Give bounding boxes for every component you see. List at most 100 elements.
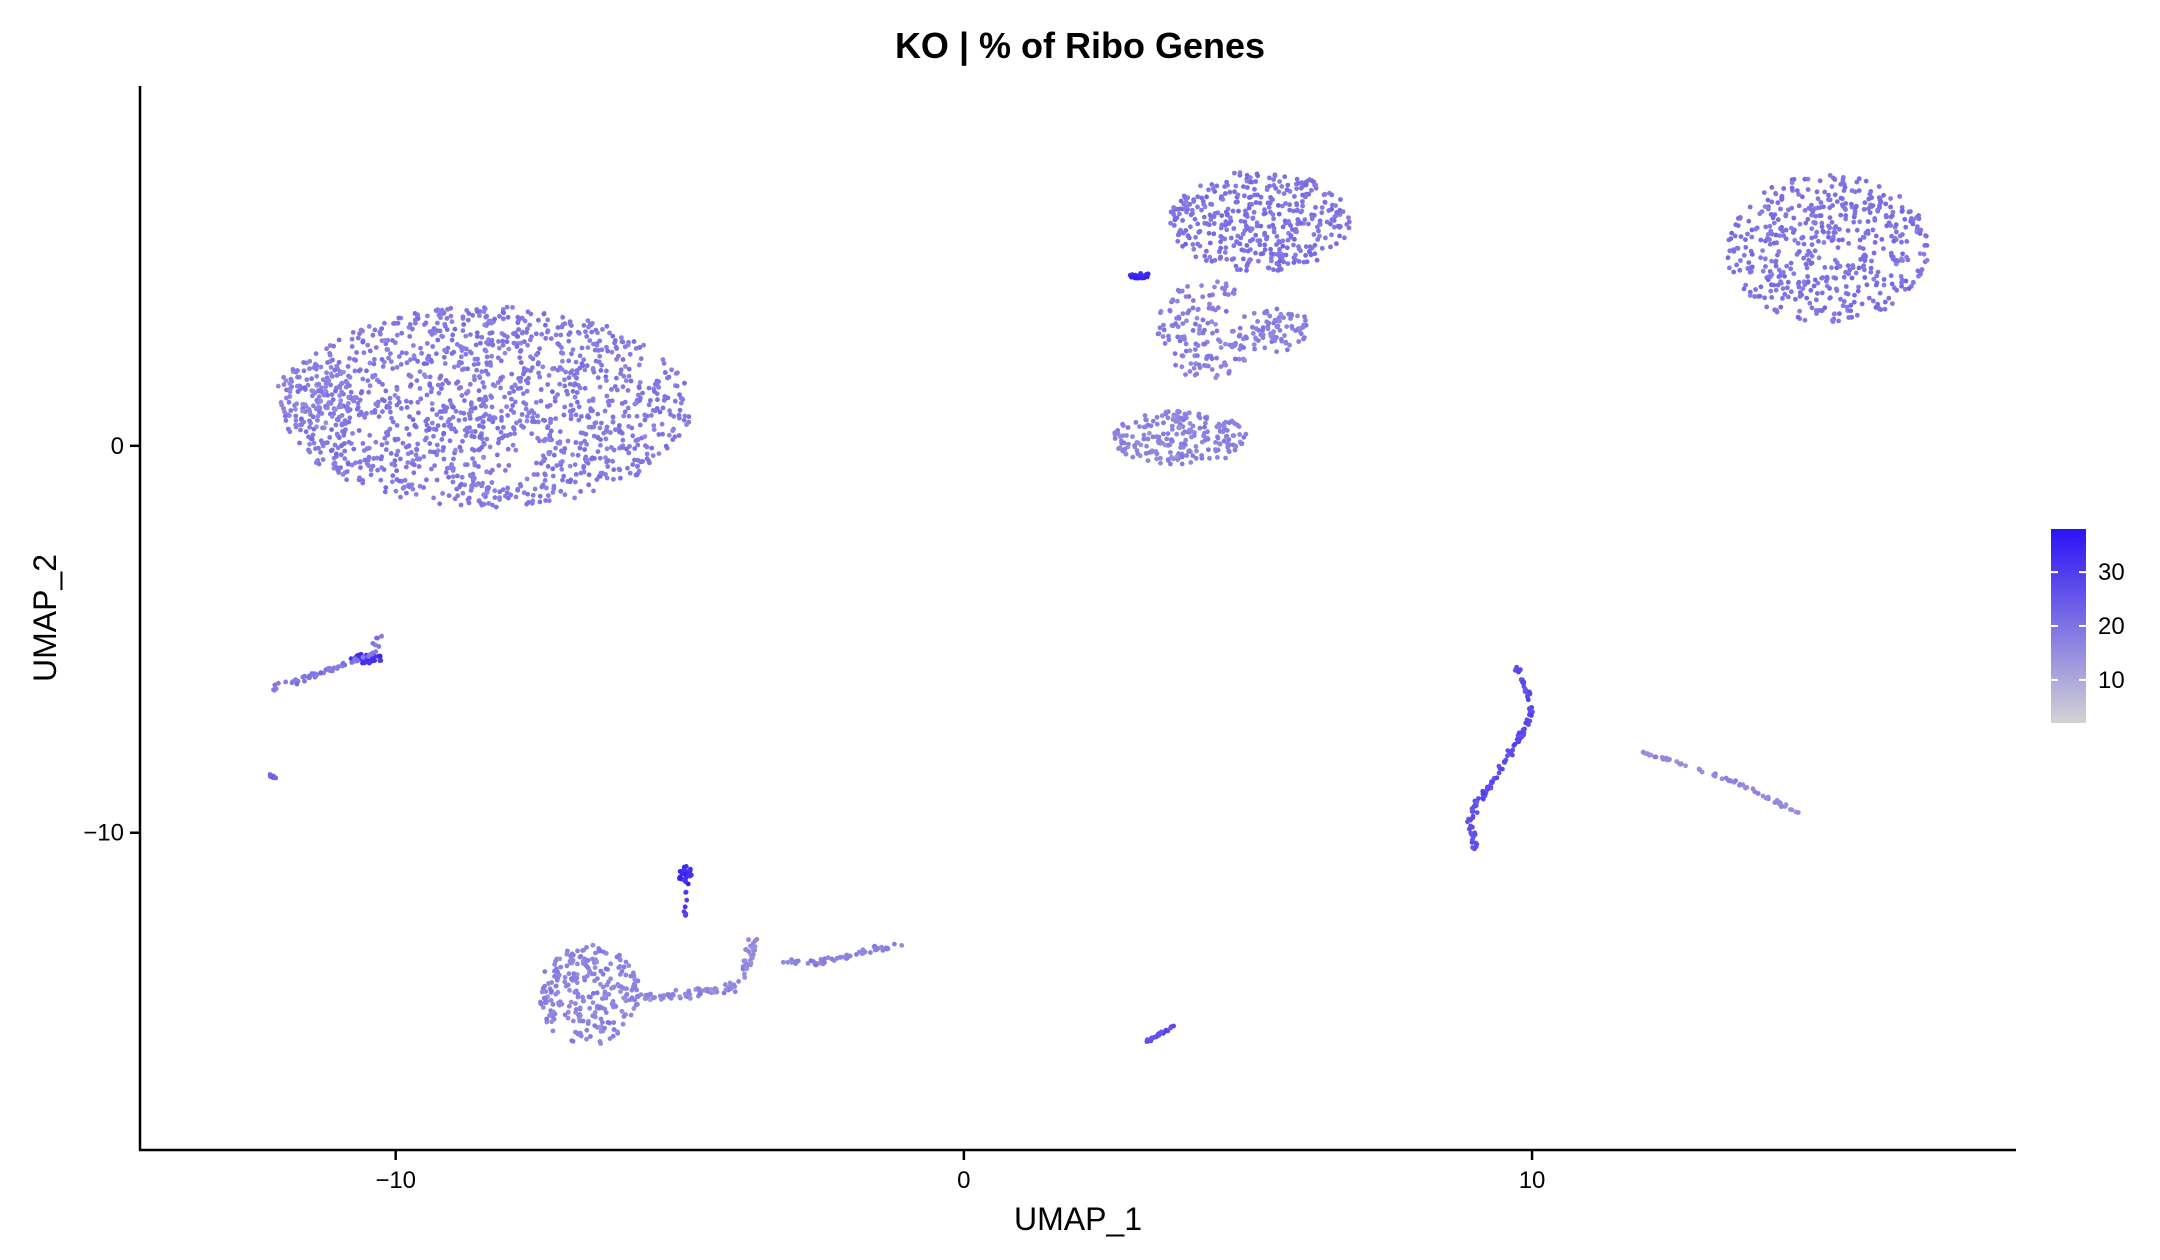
data-point [642,443,648,448]
data-point [271,687,276,693]
data-point [1773,258,1779,264]
data-point [1749,252,1755,257]
data-point [1163,411,1169,417]
data-point [1814,229,1820,235]
data-point [1469,806,1475,811]
data-point [604,475,610,481]
data-point [1301,322,1307,328]
data-point [723,987,729,993]
data-point [1818,213,1824,219]
data-point [1809,202,1814,208]
data-point [574,980,580,986]
data-point [673,371,679,376]
data-point [481,419,486,425]
data-point [546,373,552,378]
data-point [505,495,511,501]
data-point [287,389,293,395]
data-point [540,482,546,488]
data-point [618,989,623,994]
data-point [553,332,559,338]
data-point [307,409,313,414]
data-point [627,351,633,357]
data-point [1753,287,1758,292]
data-point [1769,295,1775,300]
data-point [1184,453,1189,458]
data-point [614,346,619,351]
data-point [1831,175,1836,181]
data-point [1161,431,1166,437]
data-point [1295,217,1301,222]
data-point [1266,224,1272,230]
data-point [492,488,498,494]
data-point [339,422,345,428]
data-point [540,453,546,459]
data-point [1187,369,1193,374]
data-point [484,360,490,366]
data-point [597,1024,603,1030]
data-point [1765,232,1771,237]
data-point [535,419,541,425]
data-point [1267,183,1272,189]
data-point [584,441,590,447]
data-point [1805,274,1810,279]
data-point [590,1013,596,1019]
data-point [1303,182,1309,188]
data-point [469,400,474,406]
data-point [1282,333,1287,338]
data-point [1210,305,1215,311]
data-point [481,384,487,390]
data-point [1193,234,1198,240]
data-point [598,442,603,448]
data-point [1281,191,1287,197]
data-point [380,364,386,369]
data-point [584,1027,590,1033]
data-point [474,330,480,336]
data-point [1171,223,1177,228]
x-tick-label: −10 [375,1167,416,1194]
data-point [1856,284,1861,290]
data-point [334,417,340,422]
data-point [1161,420,1166,426]
data-point [584,334,590,339]
data-point [1262,345,1268,351]
data-point [396,315,402,321]
data-point [309,376,314,382]
data-point [485,486,491,491]
data-point [1767,241,1773,247]
data-point [1264,319,1270,325]
data-point [1252,346,1257,352]
data-point [557,440,563,446]
data-point [610,419,616,425]
data-point [364,411,369,416]
data-point [1797,221,1803,227]
data-point [603,436,609,442]
data-point [424,392,430,398]
data-point [1130,434,1135,439]
data-point [338,452,344,458]
data-point [573,1007,579,1012]
data-point [458,502,464,508]
data-point [519,330,525,336]
data-point [1785,279,1791,285]
data-point [1125,425,1131,430]
data-point [1819,275,1824,281]
data-point [1224,256,1230,262]
data-point [1171,414,1177,420]
data-point [649,445,655,451]
data-point [342,448,348,454]
data-point [360,478,366,483]
data-point [1232,170,1237,176]
data-point [546,498,552,504]
data-point [584,363,590,369]
data-point [565,391,570,397]
data-point [413,452,419,458]
data-point [1319,210,1325,216]
data-point [340,660,346,666]
data-point [586,472,592,478]
data-point [318,438,324,444]
data-point [559,345,564,350]
data-point [1804,265,1810,271]
data-point [1883,201,1889,207]
data-point [682,413,688,419]
data-point [445,307,450,312]
